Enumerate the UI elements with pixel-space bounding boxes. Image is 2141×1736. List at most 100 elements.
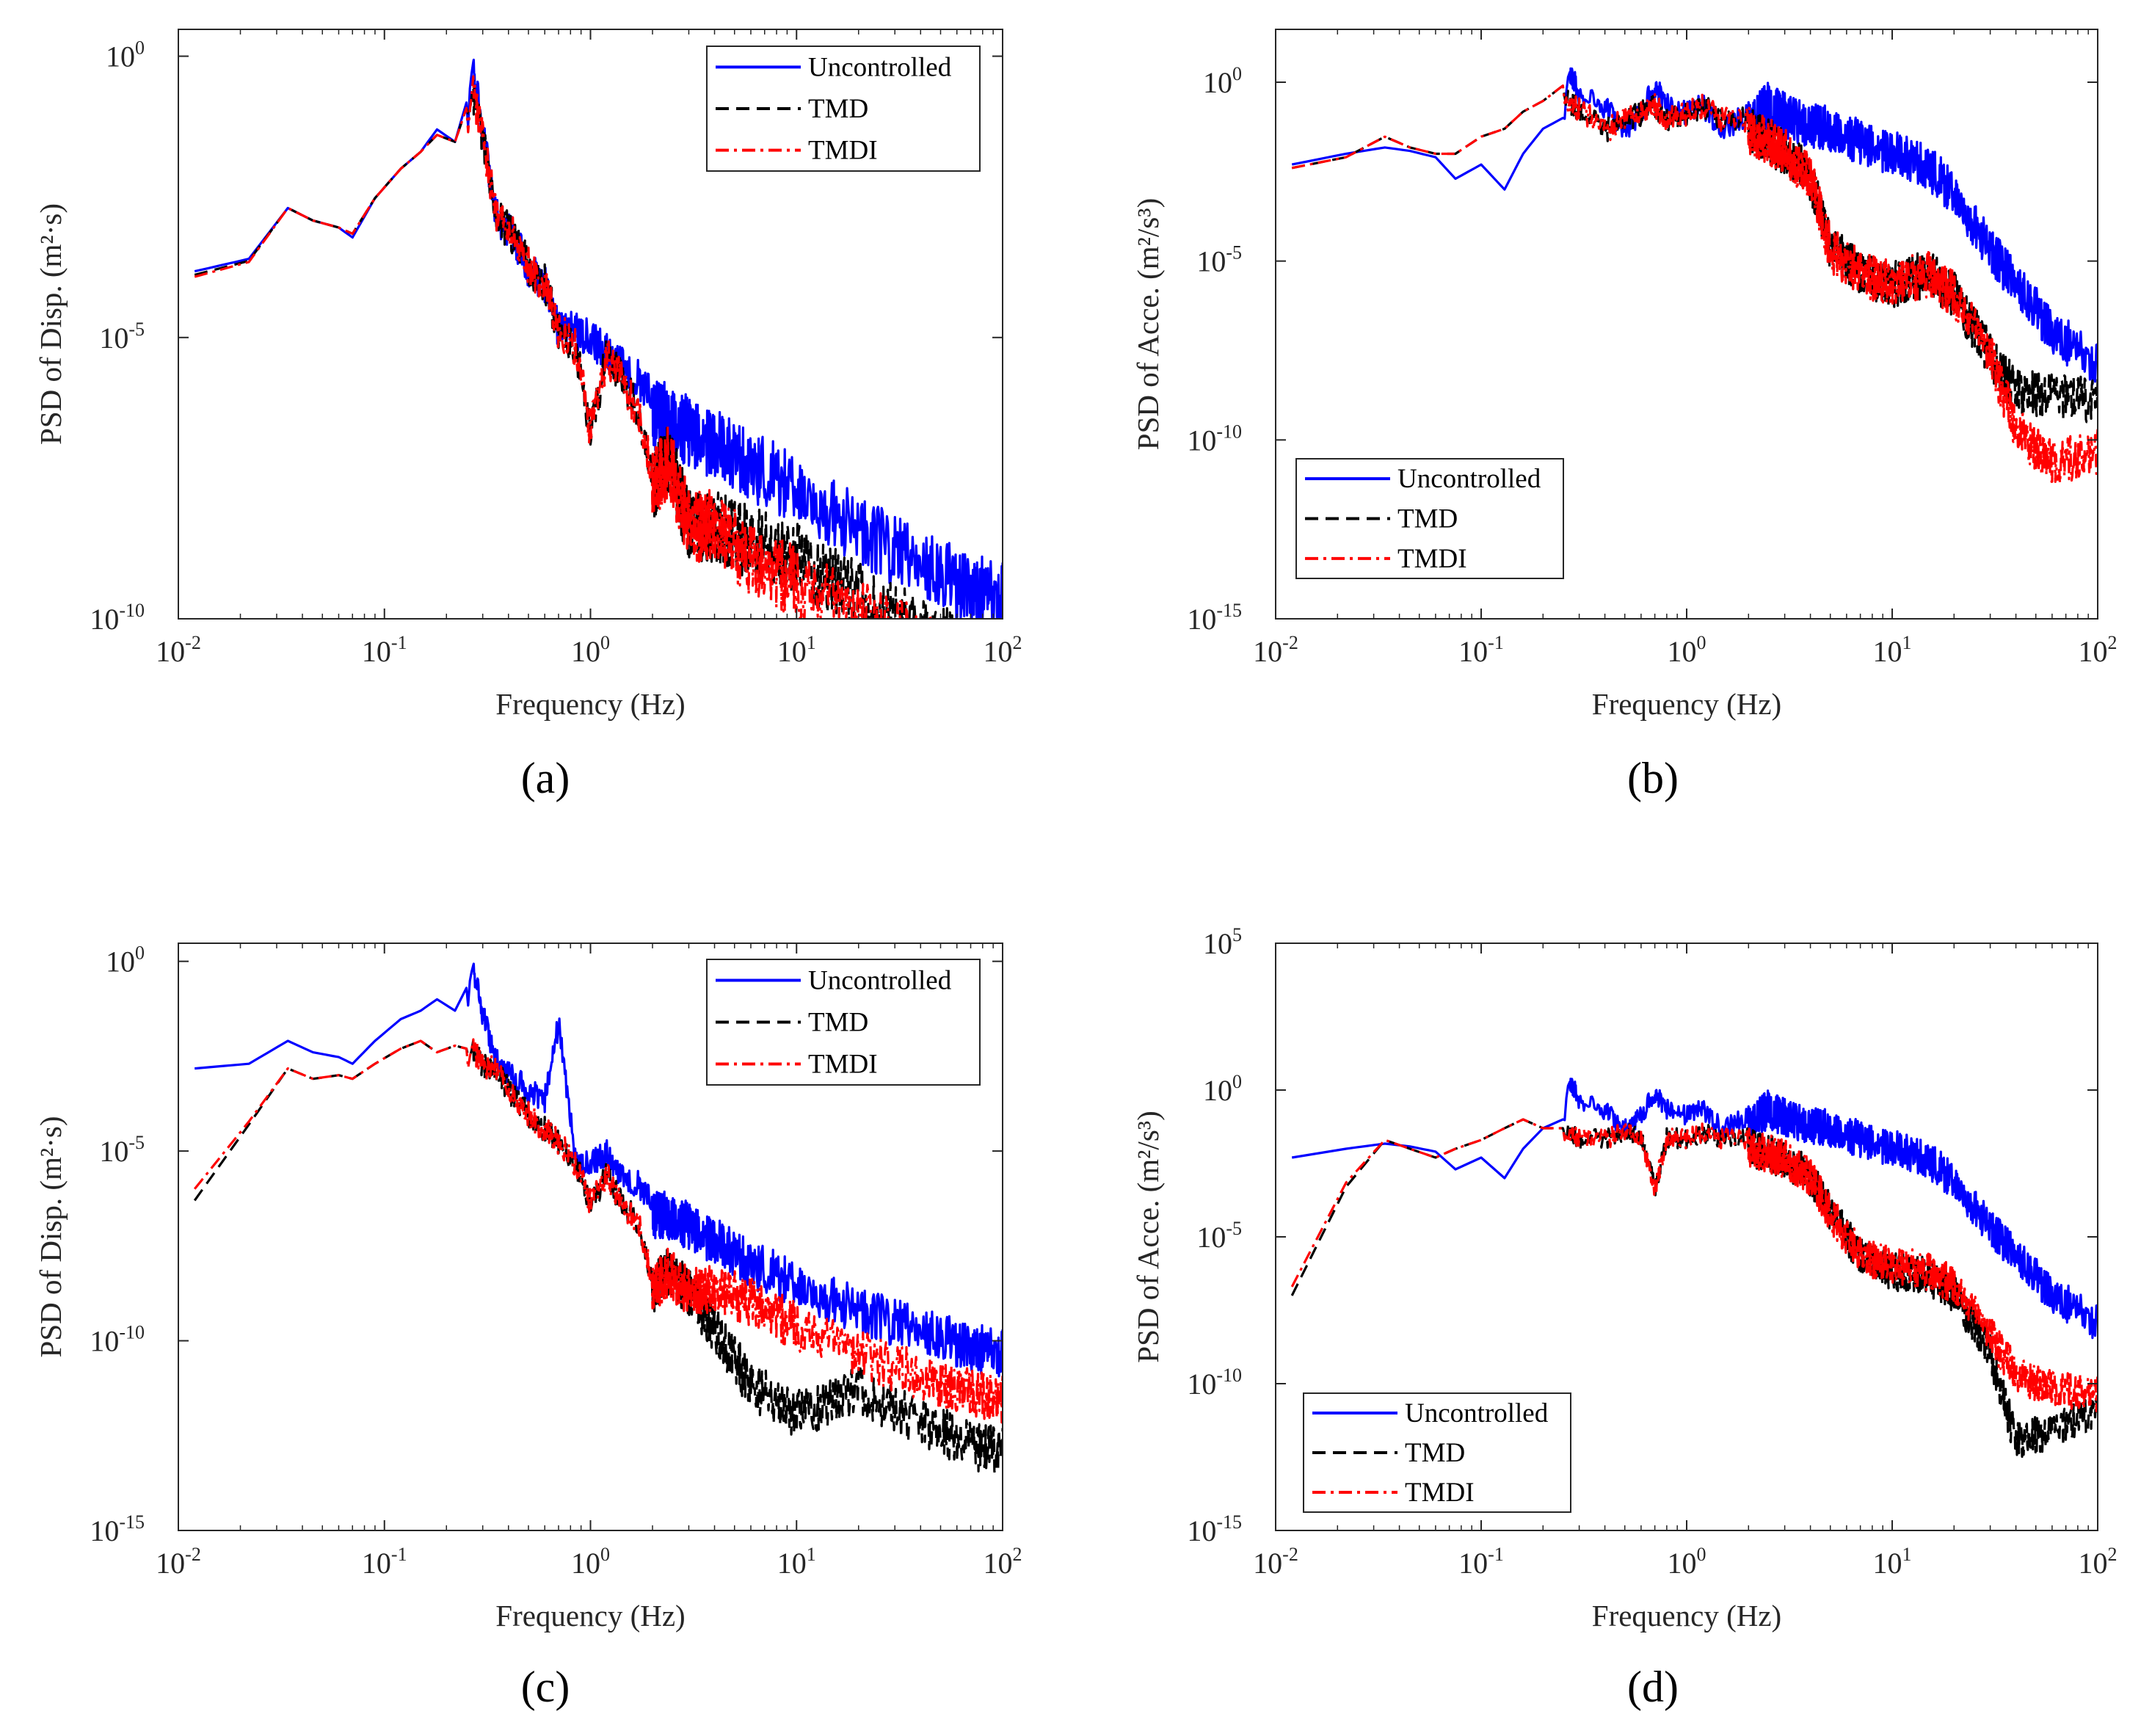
panel-label: (a) xyxy=(521,754,570,802)
series-group xyxy=(1290,1078,2098,1458)
series-line-tmdi xyxy=(193,1038,1003,1424)
x-tick-label-exp: 0 xyxy=(600,632,610,653)
legend: Uncontrolled TMD TMDI xyxy=(1295,458,1564,579)
x-tick-label-base: 10 xyxy=(1458,635,1488,668)
x-axis-title: Frequency (Hz) xyxy=(1592,687,1781,721)
legend-label-tmdi: TMDI xyxy=(1397,544,1467,574)
x-tick-label-base: 10 xyxy=(984,1547,1013,1580)
series-line-uncontrolled xyxy=(1291,1078,2098,1340)
series-line-tmdi xyxy=(1291,84,2098,484)
y-tick-label-base: 10 xyxy=(99,322,128,355)
x-tick-label-base: 10 xyxy=(777,635,807,668)
y-tick-label-base: 10 xyxy=(90,603,119,636)
y-tick-label-exp: -5 xyxy=(128,1132,145,1153)
chart-panel: 10-2 10-1 100 101 10210-1510-1010-5100105Fre… xyxy=(1131,924,2118,1711)
x-tick-label: 10-2 xyxy=(1253,632,1298,668)
y-tick-label-exp: 0 xyxy=(135,943,145,964)
x-tick-label-exp: -2 xyxy=(1282,1544,1298,1565)
y-tick-label: 10-5 xyxy=(1196,1218,1242,1254)
series-line-uncontrolled xyxy=(195,962,1003,1378)
x-tick-label: 10-1 xyxy=(362,1544,407,1580)
x-tick-label-base: 10 xyxy=(156,635,185,668)
x-tick-label-base: 10 xyxy=(777,1547,807,1580)
legend-label-tmdi: TMDI xyxy=(808,1050,878,1080)
x-tick-label: 100 xyxy=(571,1544,610,1580)
x-tick-label-exp: 1 xyxy=(1902,1544,1912,1565)
x-tick-label-exp: 2 xyxy=(2108,632,2118,653)
y-tick-label: 10-10 xyxy=(1187,1365,1242,1401)
legend-label-uncontrolled: Uncontrolled xyxy=(1397,464,1541,494)
x-tick-label-base: 10 xyxy=(2079,635,2108,668)
x-tick-label-base: 10 xyxy=(1668,1547,1697,1580)
chart-panel: 10-2 10-1 100 101 10210-1510-1010-5100Freque… xyxy=(34,943,1022,1711)
x-tick-label-exp: -1 xyxy=(1488,632,1504,653)
x-tick-label-exp: -2 xyxy=(1282,632,1298,653)
x-tick-label: 102 xyxy=(984,1544,1022,1580)
legend-label-tmdi: TMDI xyxy=(1405,1478,1475,1508)
y-axis-title: PSD of Disp. (m²·s) xyxy=(34,203,68,445)
y-tick-label-exp: 0 xyxy=(135,37,145,59)
x-tick-label-exp: -2 xyxy=(185,1544,201,1565)
x-tick-label: 100 xyxy=(571,632,610,668)
y-tick-label: 10-10 xyxy=(90,600,145,636)
x-tick-label-base: 10 xyxy=(2079,1547,2108,1580)
x-tick-label-base: 10 xyxy=(571,635,600,668)
x-tick-label: 10-1 xyxy=(1458,1544,1504,1580)
x-tick-label-base: 10 xyxy=(362,635,391,668)
x-tick-label-exp: 0 xyxy=(1697,632,1706,653)
legend-label-tmd: TMD xyxy=(1397,504,1458,534)
x-tick-label-base: 10 xyxy=(1253,1547,1282,1580)
legend: Uncontrolled TMD TMDI xyxy=(1303,1392,1571,1513)
x-tick-label: 10-1 xyxy=(362,632,407,668)
y-tick-label-exp: -10 xyxy=(1216,1365,1242,1386)
y-axis-title: PSD of Acce. (m²/s³) xyxy=(1131,198,1165,450)
x-tick-label-exp: 2 xyxy=(1013,632,1022,653)
x-tick-label: 102 xyxy=(984,632,1022,668)
x-tick-label: 10-2 xyxy=(1253,1544,1298,1580)
y-tick-label: 10-15 xyxy=(1187,1511,1242,1547)
y-tick-label: 10-5 xyxy=(99,1132,145,1168)
x-tick-label: 101 xyxy=(777,632,816,668)
x-tick-label-exp: 2 xyxy=(2108,1544,2118,1565)
y-tick-label-exp: -5 xyxy=(1226,1218,1242,1239)
panel-label: (d) xyxy=(1627,1663,1679,1711)
x-tick-label-exp: -1 xyxy=(391,632,407,653)
x-tick-label-base: 10 xyxy=(1668,635,1697,668)
series-line-tmdi xyxy=(1290,1118,2098,1412)
y-tick-label: 10-10 xyxy=(90,1322,145,1358)
x-tick-label-exp: -1 xyxy=(391,1544,407,1565)
y-tick-label-exp: -15 xyxy=(119,1511,145,1533)
y-tick-label-exp: 0 xyxy=(1232,1071,1242,1092)
panel-label: (c) xyxy=(521,1663,570,1711)
x-tick-label-base: 10 xyxy=(1253,635,1282,668)
legend-label-uncontrolled: Uncontrolled xyxy=(808,966,952,996)
x-axis-title: Frequency (Hz) xyxy=(495,1599,685,1633)
legend-label-tmd: TMD xyxy=(808,1008,868,1038)
x-tick-label: 101 xyxy=(1873,632,1912,668)
series-group xyxy=(194,58,1003,619)
y-tick-label-exp: -5 xyxy=(128,319,145,340)
x-tick-label-exp: 1 xyxy=(807,1544,816,1565)
y-tick-label-base: 10 xyxy=(1203,927,1232,960)
legend-label-uncontrolled: Uncontrolled xyxy=(808,52,952,82)
y-tick-label-base: 10 xyxy=(90,1325,119,1358)
y-tick-label-exp: -15 xyxy=(1216,600,1242,621)
x-tick-label-exp: 0 xyxy=(1697,1544,1706,1565)
y-tick-label-base: 10 xyxy=(1187,1368,1216,1401)
x-tick-label-base: 10 xyxy=(984,635,1013,668)
x-tick-label: 101 xyxy=(1873,1544,1912,1580)
x-tick-label-base: 10 xyxy=(1458,1547,1488,1580)
y-tick-label-base: 10 xyxy=(1203,1074,1232,1107)
y-tick-label: 100 xyxy=(106,943,145,978)
y-tick-label: 10-10 xyxy=(1187,421,1242,457)
y-tick-label-base: 10 xyxy=(1187,424,1216,457)
y-tick-label-exp: 5 xyxy=(1232,924,1242,945)
x-tick-label-base: 10 xyxy=(1873,635,1902,668)
x-axis-title: Frequency (Hz) xyxy=(495,687,685,721)
x-tick-label-exp: 2 xyxy=(1013,1544,1022,1565)
chart-panel: 10-2 10-1 100 101 10210-1510-1010-5100Freque… xyxy=(1131,29,2118,802)
y-tick-label-exp: -10 xyxy=(119,600,145,621)
